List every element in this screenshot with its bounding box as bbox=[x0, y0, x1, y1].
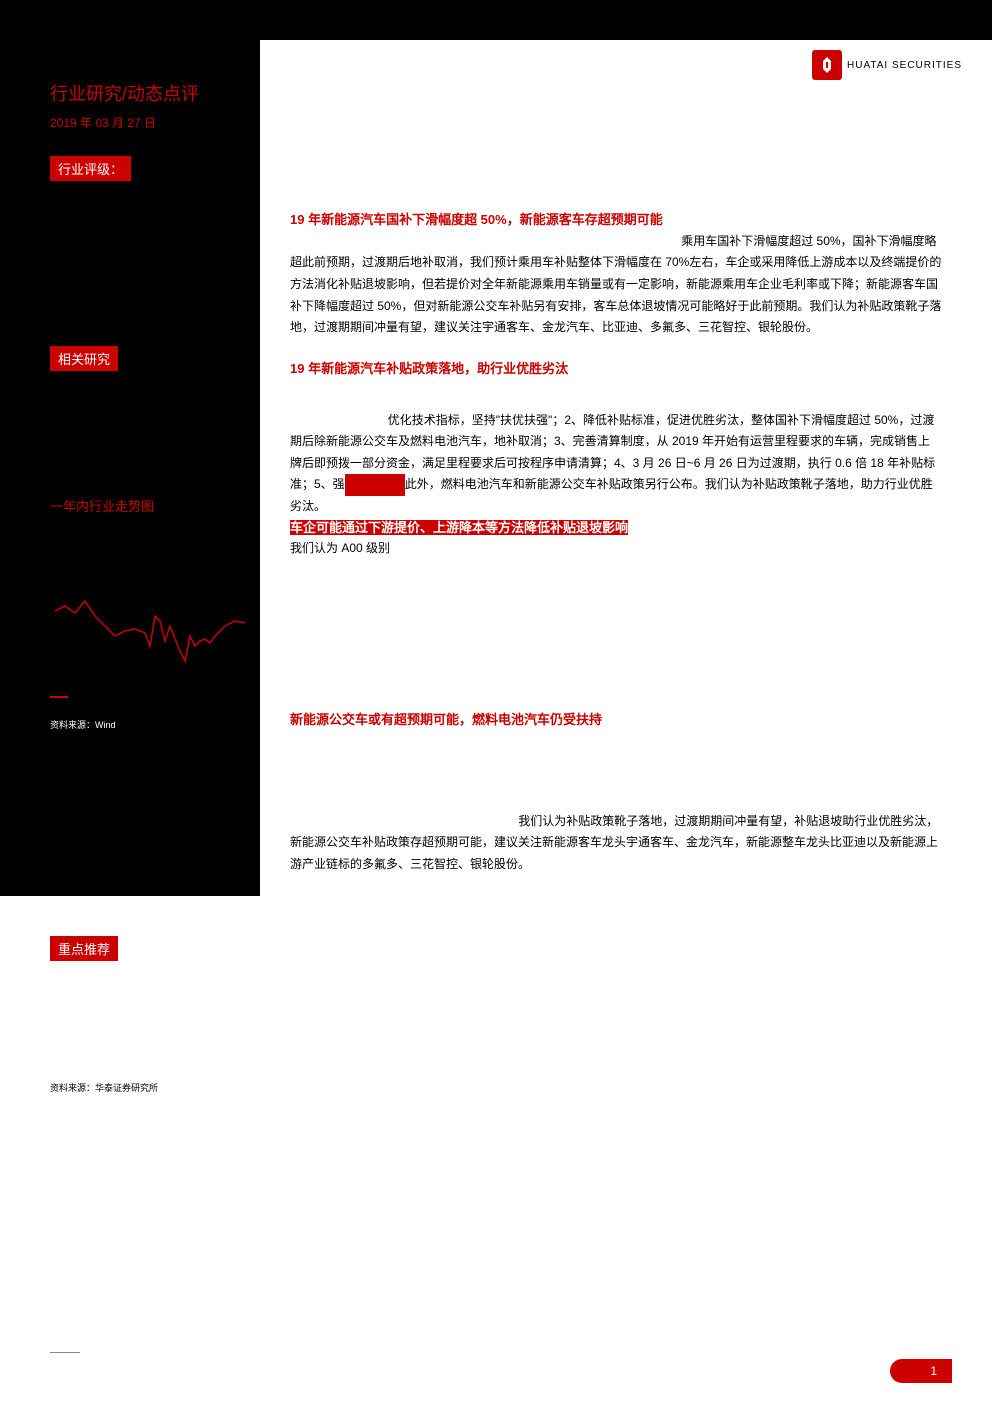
chart-source: 资料来源：Wind bbox=[50, 718, 240, 731]
section-title-1: 19 年新能源汽车国补下滑幅度超 50%，新能源客车存超预期可能 bbox=[290, 210, 942, 231]
logo-icon bbox=[812, 50, 842, 80]
top-border bbox=[0, 0, 992, 40]
legend-marker bbox=[50, 696, 68, 698]
section-title-4: 新能源公交车或有超预期可能，燃料电池汽车仍受扶持 bbox=[290, 710, 942, 731]
report-date: 2019 年 03 月 27 日 bbox=[50, 114, 240, 131]
section-title-2: 19 年新能源汽车补贴政策落地，助行业优胜劣汰 bbox=[290, 359, 942, 380]
section-title-3: 车企可能通过下游提价、上游降本等方法降低补贴退坡影响 bbox=[290, 520, 628, 535]
recommendations-section: 重点推荐 资料来源：华泰证券研究所 bbox=[0, 936, 992, 1094]
recommendations-header: 重点推荐 bbox=[50, 936, 118, 961]
trend-chart bbox=[50, 531, 250, 691]
chart-header: 一年内行业走势图 bbox=[50, 496, 154, 515]
industry-rating-header: 行业评级： bbox=[50, 156, 131, 181]
footer-divider bbox=[50, 1352, 80, 1353]
sidebar: 行业研究/动态点评 2019 年 03 月 27 日 行业评级： 相关研究 一年… bbox=[0, 40, 260, 896]
section-body-3: 我们认为 A00 级别 bbox=[290, 538, 942, 560]
report-category: 行业研究/动态点评 bbox=[50, 80, 240, 106]
page-number: 1 bbox=[890, 1359, 952, 1383]
logo-text: HUATAI SECURITIES bbox=[847, 60, 962, 71]
section-body-2: 优化技术指标，坚持"扶优扶强"；2、降低补贴标准，促进优胜劣汰，整体国补下滑幅度… bbox=[290, 410, 942, 518]
main-content: 19 年新能源汽车国补下滑幅度超 50%，新能源客车存超预期可能 乘用车国补下滑… bbox=[260, 40, 992, 896]
recommendations-source: 资料来源：华泰证券研究所 bbox=[50, 1081, 942, 1094]
section-body-4: 我们认为补贴政策靴子落地，过渡期期间冲量有望，补贴退坡助行业优胜劣汰，新能源公交… bbox=[290, 811, 942, 876]
section-body-1: 乘用车国补下滑幅度超过 50%，国补下滑幅度略超此前预期，过渡期后地补取消，我们… bbox=[290, 231, 942, 339]
related-research-header: 相关研究 bbox=[50, 346, 118, 371]
logo-area: HUATAI SECURITIES bbox=[812, 50, 962, 80]
